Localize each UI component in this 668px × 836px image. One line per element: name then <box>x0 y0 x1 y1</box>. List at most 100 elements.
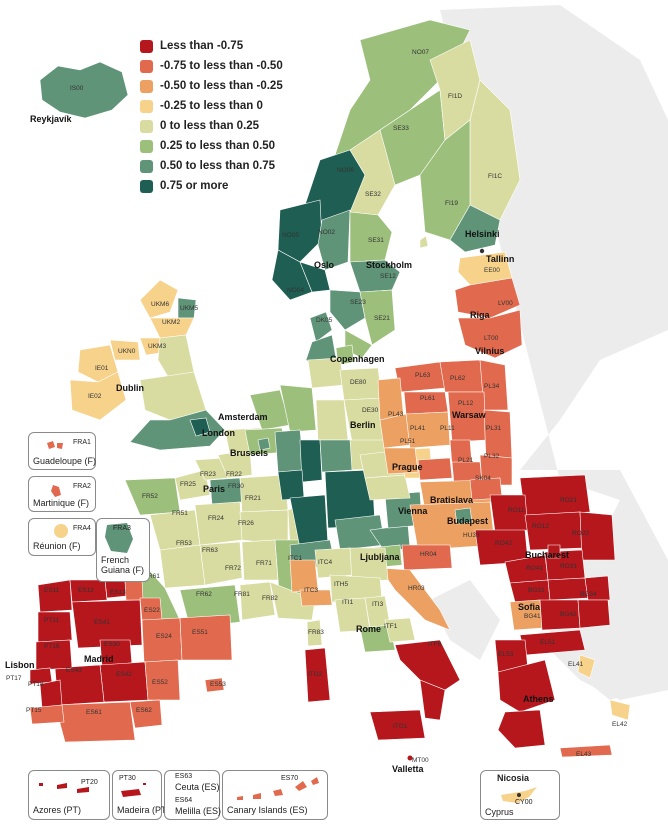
region-fi20 <box>419 235 429 249</box>
region-dee <box>315 399 349 441</box>
region-code-label: SE21 <box>374 315 390 322</box>
region-code-label: BG41 <box>524 613 541 620</box>
inset-guiana: FRA3 French Guiana (F) <box>96 518 150 582</box>
region-code-label: FR51 <box>172 510 188 517</box>
region-code-label: IE02 <box>88 393 102 400</box>
region-el42 <box>609 699 631 721</box>
region-es41 <box>71 599 143 649</box>
region-ith <box>349 547 389 583</box>
region-code-label: ITF1 <box>384 623 398 630</box>
region-code-label: PT15 <box>26 707 42 714</box>
city-rome: Rome <box>356 624 381 634</box>
poland <box>377 359 513 486</box>
region-code-label: NO04 <box>287 287 304 294</box>
region-code-label: EL51 <box>540 639 556 646</box>
region-code-label: SE12 <box>380 273 396 280</box>
legend-label: -0.25 to less than 0 <box>160 100 263 112</box>
region-code-label: RO12 <box>532 523 549 530</box>
region-itg2 <box>304 647 331 703</box>
city-bucharest: Bucharest <box>525 550 569 560</box>
region-fi1b <box>449 204 501 253</box>
region-code-label: ITI1 <box>342 599 354 606</box>
legend-swatch <box>140 39 153 53</box>
region-code-label: RO11 <box>508 507 525 514</box>
finland <box>419 39 521 253</box>
region-itc3 <box>299 589 333 607</box>
region-code-label: ES61 <box>86 709 102 716</box>
region-code-label: PL62 <box>450 375 466 382</box>
region-code-label: FR22 <box>226 471 242 478</box>
region-code-label: FI1D <box>448 93 462 100</box>
city-amsterdam: Amsterdam <box>218 412 268 422</box>
city-stockholm: Stockholm <box>366 260 412 270</box>
region-code-label: SE31 <box>368 237 384 244</box>
city-vienna: Vienna <box>398 506 428 516</box>
city-helsinki: Helsinki <box>465 229 500 239</box>
region-code-label: HR04 <box>420 551 437 558</box>
inset-ceuta-melilla: ES63 Ceuta (ES) ES64 Melilla (ES) <box>164 770 221 820</box>
region-code-label: PL43 <box>388 411 404 418</box>
region-lv00 <box>454 277 521 319</box>
sweden <box>329 89 446 359</box>
legend-item: -0.25 to less than 0 <box>140 96 283 116</box>
region-code-label: DK05 <box>316 317 333 324</box>
city-bratislava: Bratislava <box>430 495 474 505</box>
region-el-central <box>497 659 556 713</box>
region-code-label: NO02 <box>318 229 335 236</box>
region-fr83 <box>306 619 323 647</box>
code-fra3: FRA3 <box>113 525 131 532</box>
region-code-label: ITF6 <box>428 641 442 648</box>
region-code-label: EL41 <box>568 661 584 668</box>
region-se31 <box>349 211 393 263</box>
region-code-label: FR21 <box>245 495 261 502</box>
region-no02 <box>317 209 351 271</box>
inset-martinique: FRA2 Martinique (F) <box>28 476 96 512</box>
region-code-label: UKM6 <box>151 301 169 308</box>
region-code-label: IE01 <box>95 365 109 372</box>
region-code-label: NO05 <box>282 232 299 239</box>
city-valletta: Valletta <box>392 764 425 774</box>
region-es11 <box>37 579 73 613</box>
legend-item: 0.75 or more <box>140 176 283 196</box>
region-ie02 <box>69 371 127 421</box>
label-ceuta: Ceuta (ES) <box>175 782 220 792</box>
region-code-label: SE32 <box>365 191 381 198</box>
region-code-label: PT11 <box>44 617 59 624</box>
region-code-label: ITC1 <box>288 555 302 562</box>
region-es52 <box>144 659 181 701</box>
region-code-label: FR62 <box>196 591 212 598</box>
region-pt15 <box>29 704 65 725</box>
inset-canary: ES70 Canary Islands (ES) <box>222 770 328 820</box>
region-itg1 <box>369 709 426 741</box>
region-code-label: SK04 <box>475 475 491 482</box>
region-code-label: RO22 <box>572 530 589 537</box>
sk-hu <box>409 477 503 551</box>
region-code-label: PL21 <box>458 457 474 464</box>
region-code-label: FR53 <box>176 540 192 547</box>
region-code-label: EE00 <box>484 267 500 274</box>
region-pl22 <box>417 457 453 481</box>
region-code-label: ES51 <box>192 629 208 636</box>
region-code-label: FR26 <box>238 520 254 527</box>
region-deg <box>319 439 353 473</box>
region-ro22 <box>579 511 616 561</box>
region-code-label: ES11 <box>44 587 60 594</box>
region-code-label: HR03 <box>408 585 425 592</box>
region-code-label: RO21 <box>560 497 577 504</box>
region-code-label: ITH5 <box>334 581 348 588</box>
inset-guadeloupe: FRA1 Guadeloupe (F) <box>28 432 96 470</box>
legend-label: 0.75 or more <box>160 180 229 192</box>
region-ukm6 <box>139 279 179 319</box>
region-code-label: ITC4 <box>318 559 332 566</box>
legend-item: -0.75 to less than -0.50 <box>140 56 283 76</box>
city-madrid: Madrid <box>84 654 114 664</box>
romania <box>474 474 616 584</box>
region-mt00 <box>407 755 413 761</box>
region-code-label: FR24 <box>208 515 224 522</box>
region-be-brussels <box>257 437 271 451</box>
region-code-label: FR81 <box>234 591 250 598</box>
city-brussels: Brussels <box>230 448 268 458</box>
region-es62 <box>129 699 163 729</box>
label-reunion: Réunion (F) <box>33 541 81 551</box>
region-pl41 <box>405 411 451 449</box>
